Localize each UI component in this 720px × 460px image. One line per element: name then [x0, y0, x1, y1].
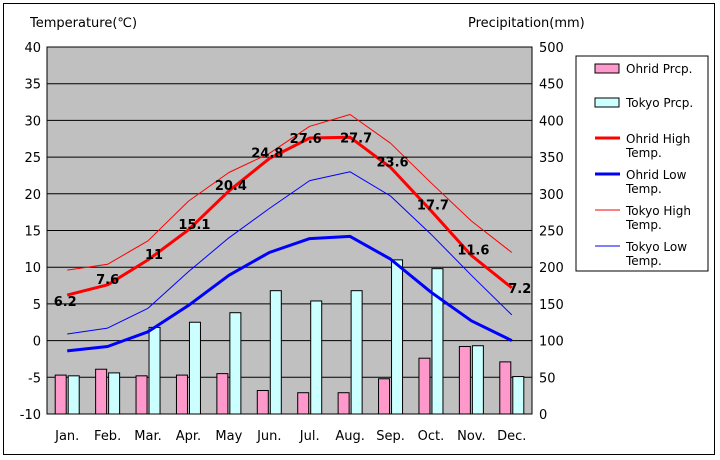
temp-data-label: 27.7 [340, 131, 372, 146]
y-tick-left: -10 [20, 408, 41, 423]
x-tick-label: Sep. [376, 429, 405, 444]
temp-data-label: 7.2 [508, 282, 531, 297]
temp-data-label: 24.8 [251, 147, 283, 162]
temp-data-label: 20.4 [215, 179, 247, 194]
legend-swatch [594, 63, 620, 74]
legend-swatch [594, 97, 620, 108]
legend-label: Temp. [625, 218, 662, 232]
precip-bar [67, 375, 80, 415]
x-tick-label: Oct. [418, 429, 445, 444]
precip-bar [175, 374, 188, 415]
precip-bar [269, 290, 282, 415]
precip-bar [378, 378, 391, 415]
legend-box [575, 55, 709, 272]
y-tick-left: 5 [33, 298, 41, 313]
y-tick-left: 20 [24, 188, 41, 203]
precip-bar [135, 375, 148, 415]
x-tick-label: Aug. [335, 429, 365, 444]
y-tick-left: 25 [24, 151, 41, 166]
precip-bar [458, 345, 471, 415]
x-tick-label: Nov. [457, 429, 486, 444]
temp-data-label: 27.6 [290, 132, 322, 147]
x-tick-label: Jun. [256, 429, 281, 444]
y-tick-right: 400 [539, 114, 564, 129]
x-tick-label: Jan. [54, 429, 79, 444]
temp-data-label: 23.6 [377, 155, 409, 170]
y-tick-right: 50 [539, 371, 556, 386]
y-tick-right: 450 [539, 78, 564, 93]
x-tick-label: Mar. [134, 429, 161, 444]
precip-bar [418, 357, 431, 415]
legend-label: Tokyo Low [625, 240, 687, 254]
precip-bar [391, 259, 404, 415]
precip-bar [337, 392, 350, 415]
temp-line [67, 171, 513, 335]
temp-data-label: 15.1 [178, 218, 210, 233]
precip-bar [188, 321, 201, 415]
temp-data-label: 11 [145, 248, 163, 263]
precip-bar [108, 372, 121, 415]
precip-bar [148, 326, 161, 415]
legend-label: Temp. [625, 146, 662, 160]
precip-bar [499, 361, 512, 415]
y-tick-right: 300 [539, 188, 564, 203]
legend-label: Tokyo Prcp. [625, 96, 693, 110]
y-tick-left: 0 [33, 335, 41, 350]
temp-line [67, 114, 513, 271]
y-tick-left: 10 [24, 261, 41, 276]
y-tick-right: 0 [539, 408, 547, 423]
y-tick-right: 250 [539, 225, 564, 240]
temp-data-label: 7.6 [96, 273, 119, 288]
y-tick-left: 15 [24, 225, 41, 240]
precip-bar [512, 376, 525, 415]
y-tick-right: 200 [539, 261, 564, 276]
y-axis-title-right: Precipitation(mm) [468, 16, 585, 31]
y-tick-left: 35 [24, 78, 41, 93]
y-tick-right: 500 [539, 41, 564, 56]
precip-bar [310, 300, 323, 415]
y-tick-right: 150 [539, 298, 564, 313]
temp-data-label: 6.2 [54, 295, 77, 310]
temp-line [66, 135, 513, 297]
x-tick-label: Dec. [497, 429, 526, 444]
x-tick-label: Feb. [94, 429, 121, 444]
precip-bar [95, 368, 108, 415]
precip-bar [350, 290, 363, 415]
precip-bar [297, 392, 310, 415]
precip-bar [471, 345, 484, 415]
legend-label: Ohrid Prcp. [626, 62, 692, 76]
y-tick-left: 40 [24, 41, 41, 56]
temp-line [67, 234, 513, 353]
precip-bar [256, 390, 269, 415]
x-tick-label: Jul. [299, 429, 320, 444]
precip-bar [216, 373, 229, 415]
legend-label: Ohrid High [626, 132, 690, 146]
temp-data-label: 17.7 [417, 199, 449, 214]
legend-label: Temp. [625, 182, 662, 196]
legend-label: Ohrid Low [626, 168, 687, 182]
x-tick-label: Apr. [176, 429, 201, 444]
precip-bar [229, 312, 242, 415]
precip-bar [431, 268, 444, 415]
y-tick-left: 30 [24, 114, 41, 129]
precip-bar [54, 374, 67, 415]
x-tick-label: May [215, 429, 242, 444]
temp-data-label: 11.6 [457, 243, 489, 258]
y-tick-left: -5 [28, 371, 41, 386]
y-axis-title-left: Temperature(℃) [29, 16, 137, 31]
legend-label: Tokyo High [625, 204, 691, 218]
legend-label: Temp. [625, 254, 662, 268]
y-tick-right: 350 [539, 151, 564, 166]
y-tick-right: 100 [539, 335, 564, 350]
